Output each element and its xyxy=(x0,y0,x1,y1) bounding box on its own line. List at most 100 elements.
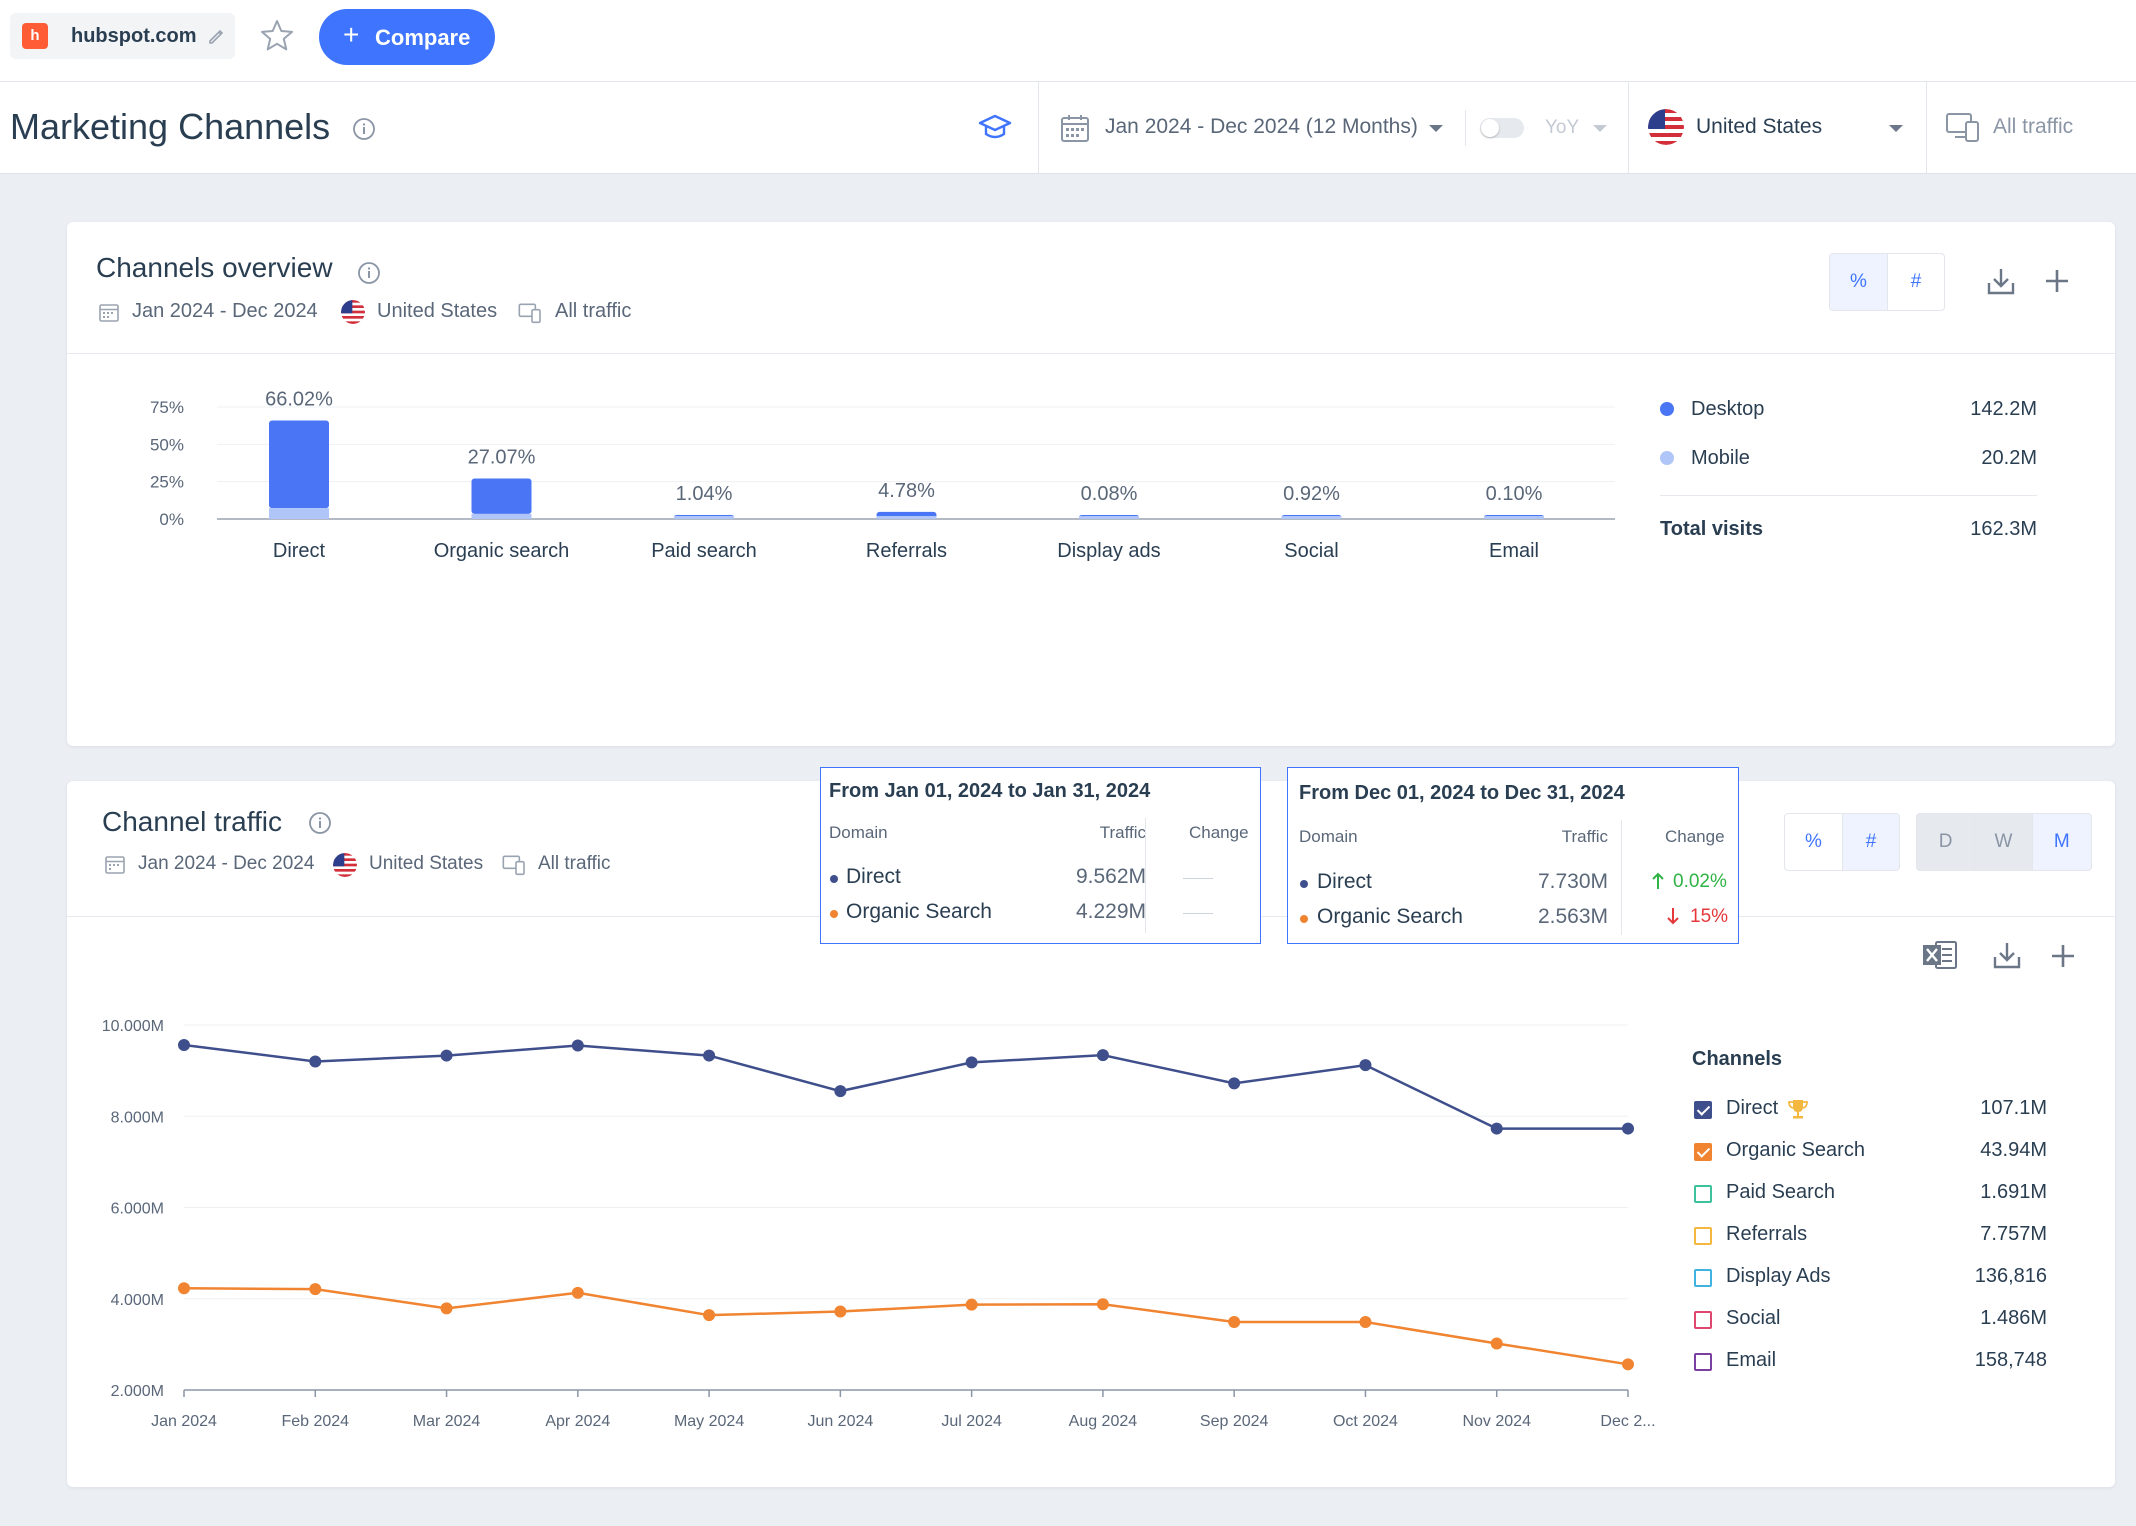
graduation-cap-icon[interactable] xyxy=(977,112,1013,144)
channel-checkbox-organic-search[interactable] xyxy=(1694,1143,1712,1161)
download-icon[interactable] xyxy=(1991,939,2023,971)
country-chevron-down-icon[interactable] xyxy=(1889,125,1903,132)
x-tick-label: Mar 2024 xyxy=(413,1413,481,1430)
tooltip-row-value: 2.563M xyxy=(1537,905,1608,928)
download-icon[interactable] xyxy=(1985,265,2017,297)
percent-toggle[interactable]: % xyxy=(1805,831,1822,852)
traffic-type-selector[interactable]: All traffic xyxy=(1993,115,2074,138)
tooltip-row-value: 9.562M xyxy=(1075,865,1146,888)
channel-value: 1.691M xyxy=(1980,1181,2047,1203)
channel-checkbox-referrals[interactable] xyxy=(1694,1227,1712,1245)
tooltip-domain-header: Domain xyxy=(829,823,888,842)
y-tick-label: 50% xyxy=(150,435,184,454)
tooltip-change-value: 0.02% xyxy=(1673,871,1727,892)
channel-checkbox-direct[interactable] xyxy=(1694,1101,1712,1119)
channel-label: Organic Search xyxy=(1726,1139,1865,1161)
desktop-bar xyxy=(269,420,329,509)
channel-checkbox-paid-search[interactable] xyxy=(1694,1185,1712,1203)
data-point xyxy=(1490,1337,1503,1350)
add-icon[interactable] xyxy=(2049,942,2077,970)
data-point xyxy=(178,1282,190,1295)
granularity-daily[interactable]: D xyxy=(1938,831,1953,852)
tooltip-row-name: Organic Search xyxy=(846,900,992,923)
x-tick-label: Dec 2... xyxy=(1600,1413,1655,1430)
plus-icon: + xyxy=(343,19,360,50)
x-tick-label: May 2024 xyxy=(674,1413,744,1430)
data-point xyxy=(965,1056,978,1069)
yoy-chevron-down-icon[interactable] xyxy=(1593,125,1607,132)
overview-unit-toggle: % # xyxy=(1829,253,1945,311)
data-point xyxy=(1622,1358,1634,1371)
number-toggle[interactable]: # xyxy=(1841,814,1899,870)
channels-overview-card: Channels overview Jan 2024 - Dec 2024 Un… xyxy=(67,222,2115,746)
country-selector[interactable]: United States xyxy=(1696,115,1823,138)
traffic-unit-toggle: % # xyxy=(1784,813,1900,871)
data-point xyxy=(703,1309,716,1322)
data-point xyxy=(834,1085,847,1098)
x-tick-label: Jan 2024 xyxy=(151,1413,217,1430)
number-toggle[interactable]: # xyxy=(1886,254,1944,310)
card-divider xyxy=(67,353,2115,354)
y-tick-label: 8.000M xyxy=(111,1109,164,1126)
channel-label: Email xyxy=(1726,1349,1777,1371)
traffic-traffic-type: All traffic xyxy=(538,853,611,874)
header-divider xyxy=(1465,110,1466,146)
desktop-legend-value: 142.2M xyxy=(1970,398,2037,420)
calendar-icon xyxy=(99,304,119,322)
mobile-legend-label: Mobile xyxy=(1691,447,1750,469)
page-header: Marketing Channels Jan 2024 - Dec 2024 (… xyxy=(0,82,2136,174)
arrow-up-icon xyxy=(1652,872,1664,889)
y-tick-label: 10.000M xyxy=(102,1018,164,1035)
organic-search-dot xyxy=(830,910,838,918)
favorite-star-icon[interactable] xyxy=(259,18,295,54)
date-range-selector[interactable]: Jan 2024 - Dec 2024 (12 Months) xyxy=(1105,115,1418,138)
channel-checkbox-email[interactable] xyxy=(1694,1353,1712,1371)
tooltip-change-value: 15% xyxy=(1690,906,1729,927)
bar-data-label: 66.02% xyxy=(265,388,333,410)
granularity-weekly[interactable]: W xyxy=(1974,814,2031,870)
channel-value: 7.757M xyxy=(1980,1223,2047,1245)
mobile-bar xyxy=(269,508,329,519)
channel-value: 43.94M xyxy=(1980,1139,2047,1161)
data-point xyxy=(1096,1298,1109,1311)
edit-pencil-icon[interactable] xyxy=(207,26,227,46)
header-divider xyxy=(1628,82,1629,174)
tooltip-domain-header: Domain xyxy=(1299,827,1358,846)
x-tick-label: Jul 2024 xyxy=(941,1413,1002,1430)
header-divider xyxy=(1926,82,1927,174)
mobile-legend-value: 20.2M xyxy=(1981,447,2037,469)
direct-dot xyxy=(830,875,838,883)
x-category-label: Social xyxy=(1284,540,1338,562)
channel-checkbox-display-ads[interactable] xyxy=(1694,1269,1712,1287)
granularity-monthly[interactable]: M xyxy=(2031,814,2091,870)
info-icon[interactable] xyxy=(308,811,332,835)
tooltip-row-value: 4.229M xyxy=(1075,900,1146,923)
trophy-icon xyxy=(1788,1100,1808,1119)
x-category-label: Organic search xyxy=(434,540,570,562)
channel-checkbox-social[interactable] xyxy=(1694,1311,1712,1329)
y-tick-label: 2.000M xyxy=(111,1383,164,1400)
x-tick-label: Feb 2024 xyxy=(281,1413,349,1430)
tooltip-row-name: Organic Search xyxy=(1317,905,1463,928)
add-icon[interactable] xyxy=(2043,267,2071,295)
data-point xyxy=(1359,1059,1372,1072)
yoy-toggle[interactable] xyxy=(1480,118,1524,138)
domain-chip[interactable]: h hubspot.com xyxy=(10,13,235,59)
info-icon[interactable] xyxy=(352,117,376,141)
channel-label: Display Ads xyxy=(1726,1265,1831,1287)
channels-legend-title: Channels xyxy=(1692,1048,1783,1070)
channel-value: 107.1M xyxy=(1980,1097,2047,1119)
y-tick-label: 25% xyxy=(150,473,184,492)
data-point xyxy=(571,1286,584,1299)
us-flag-icon xyxy=(1648,109,1684,145)
compare-button[interactable]: + Compare xyxy=(319,9,495,65)
excel-export-icon[interactable] xyxy=(1922,938,1958,972)
desktop-bar xyxy=(471,478,532,514)
date-range-chevron-down-icon[interactable] xyxy=(1429,125,1443,132)
organic-search-dot xyxy=(1300,915,1308,923)
info-icon[interactable] xyxy=(357,261,381,285)
traffic-country: United States xyxy=(369,853,484,874)
data-point xyxy=(309,1055,322,1068)
bar-data-label: 27.07% xyxy=(468,447,536,469)
percent-toggle[interactable]: % xyxy=(1830,254,1887,310)
